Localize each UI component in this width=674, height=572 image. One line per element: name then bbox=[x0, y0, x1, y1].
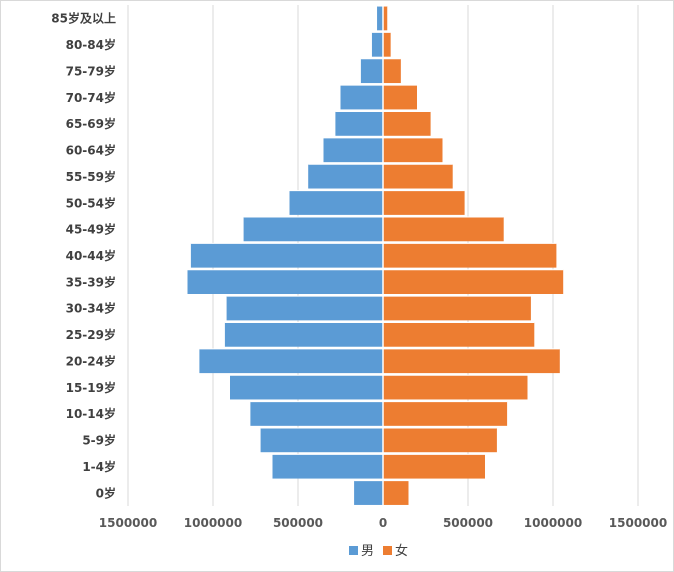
x-tick-label: 1000000 bbox=[524, 516, 582, 530]
legend-swatch-male bbox=[349, 546, 358, 555]
bar-male-17 bbox=[371, 32, 383, 57]
legend-swatch-female bbox=[383, 546, 392, 555]
category-label: 25-29岁 bbox=[66, 327, 116, 342]
category-label: 45-49岁 bbox=[66, 222, 116, 237]
bar-female-10 bbox=[383, 217, 504, 242]
category-labels: 0岁 1-4岁 5-9岁 10-14岁 15-19岁 20-24岁 25-29岁 30-34岁… bbox=[51, 11, 116, 501]
tick-labels: 1500000 1000000 500000 0 500000 1000000 150000… bbox=[99, 516, 667, 530]
bar-male-9 bbox=[190, 243, 383, 268]
bar-male-8 bbox=[187, 269, 383, 294]
bar-female-9 bbox=[383, 243, 557, 268]
legend-label-male: 男 bbox=[361, 544, 374, 559]
category-label: 60-64岁 bbox=[66, 143, 116, 158]
bar-male-13 bbox=[323, 137, 383, 163]
x-tick-label: 0 bbox=[379, 516, 387, 530]
category-label: 40-44岁 bbox=[66, 248, 116, 263]
x-tick-label: 1500000 bbox=[99, 516, 157, 530]
category-label: 5-9岁 bbox=[82, 433, 116, 448]
bar-female-1 bbox=[383, 454, 485, 479]
bar-male-6 bbox=[224, 322, 383, 347]
bar-female-14 bbox=[383, 111, 431, 136]
x-tick-label: 500000 bbox=[443, 516, 493, 530]
category-label: 75-79岁 bbox=[66, 63, 116, 78]
category-label: 55-59岁 bbox=[66, 169, 116, 184]
category-label: 35-39岁 bbox=[66, 274, 116, 289]
category-label: 10-14岁 bbox=[66, 406, 116, 421]
category-label: 70-74岁 bbox=[66, 90, 116, 105]
category-label: 80-84岁 bbox=[66, 37, 116, 52]
bar-male-11 bbox=[289, 190, 383, 215]
bar-female-15 bbox=[383, 85, 417, 110]
bar-female-7 bbox=[383, 296, 531, 321]
bar-male-5 bbox=[199, 348, 383, 374]
x-tick-label: 1000000 bbox=[184, 516, 242, 530]
bar-male-7 bbox=[226, 296, 383, 321]
x-tick-label: 1500000 bbox=[609, 516, 667, 530]
bar-female-5 bbox=[383, 348, 560, 374]
bar-female-11 bbox=[383, 190, 465, 215]
bar-female-8 bbox=[383, 269, 564, 294]
bar-female-16 bbox=[383, 58, 401, 84]
bar-male-1 bbox=[272, 454, 383, 479]
category-label: 50-54岁 bbox=[66, 195, 116, 210]
bar-male-14 bbox=[335, 111, 383, 136]
bar-female-4 bbox=[383, 375, 528, 400]
legend: 男女 bbox=[349, 543, 408, 559]
bar-female-6 bbox=[383, 322, 535, 347]
bars bbox=[187, 5, 564, 505]
x-tick-label: 500000 bbox=[273, 516, 323, 530]
bar-male-15 bbox=[340, 85, 383, 110]
category-label: 30-34岁 bbox=[66, 301, 116, 316]
bar-female-2 bbox=[383, 427, 497, 453]
bar-male-12 bbox=[308, 164, 383, 189]
bar-female-12 bbox=[383, 164, 453, 189]
bar-female-13 bbox=[383, 137, 443, 163]
category-label: 85岁及以上 bbox=[51, 11, 116, 26]
category-label: 1-4岁 bbox=[82, 459, 116, 474]
bar-male-4 bbox=[230, 375, 383, 400]
category-label: 20-24岁 bbox=[66, 353, 116, 368]
bar-female-3 bbox=[383, 401, 508, 426]
bar-male-0 bbox=[354, 480, 383, 505]
bar-male-18 bbox=[377, 6, 383, 31]
category-label: 65-69岁 bbox=[66, 116, 116, 131]
legend-label-female: 女 bbox=[395, 543, 408, 559]
bar-male-3 bbox=[250, 401, 383, 426]
category-label: 15-19岁 bbox=[66, 380, 116, 395]
bar-female-17 bbox=[383, 32, 391, 57]
bar-male-10 bbox=[243, 217, 383, 242]
bar-female-18 bbox=[383, 6, 388, 31]
bar-male-16 bbox=[360, 58, 383, 84]
category-label: 0岁 bbox=[96, 485, 116, 500]
bar-female-0 bbox=[383, 480, 409, 505]
bar-male-2 bbox=[260, 427, 383, 453]
